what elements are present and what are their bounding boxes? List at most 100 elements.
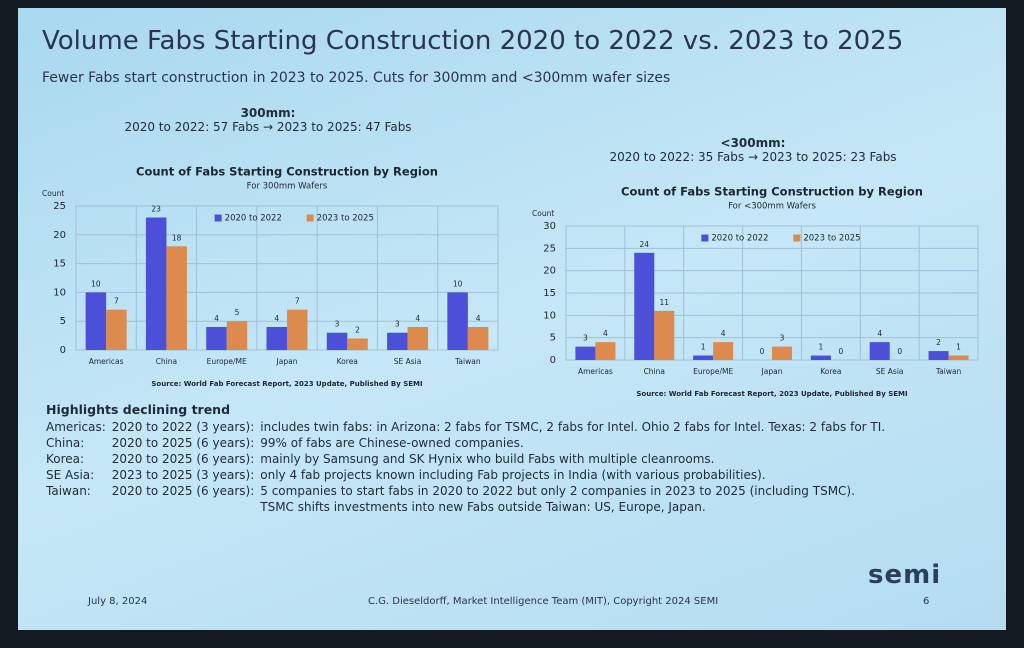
chart-source: Source: World Fab Forecast Report, 2023 … bbox=[636, 390, 907, 398]
bar bbox=[447, 292, 468, 350]
value-label: 1 bbox=[701, 343, 706, 352]
footer-page: 6 bbox=[923, 596, 930, 607]
chart-subtitle: For 300mm Wafers bbox=[247, 182, 328, 192]
section-summary: <300mm: 2020 to 2022: 35 Fabs → 2023 to … bbox=[588, 136, 918, 164]
bar bbox=[407, 326, 429, 350]
highlight-row: SE Asia: 2023 to 2025 (3 years): only 4 fa… bbox=[46, 467, 891, 483]
x-tick-label: China bbox=[644, 367, 665, 376]
footer-credit: C.G. Dieseldorff, Market Intelligence Te… bbox=[368, 596, 719, 607]
region: Americas: bbox=[46, 420, 106, 434]
x-tick-label: Japan bbox=[761, 367, 783, 376]
bar bbox=[226, 321, 248, 350]
period: 2020 to 2025 (6 years): bbox=[111, 436, 255, 450]
spacer bbox=[46, 499, 112, 515]
value-label: 4 bbox=[415, 314, 420, 323]
y-tick-label: 5 bbox=[550, 333, 556, 344]
slide-subtitle: Fewer Fabs start construction in 2023 to… bbox=[42, 70, 671, 86]
highlight-row: China: 2020 to 2025 (6 years): 99% of fabs… bbox=[46, 435, 891, 451]
value-label: 0 bbox=[897, 347, 902, 356]
x-tick-label: SE Asia bbox=[876, 367, 904, 376]
bar bbox=[634, 252, 655, 360]
detail: 5 companies to start fabs in 2020 to 202… bbox=[260, 484, 855, 498]
bar bbox=[928, 351, 949, 360]
value-label: 24 bbox=[640, 240, 650, 249]
y-tick-label: 0 bbox=[60, 345, 66, 356]
value-label: 10 bbox=[453, 279, 463, 288]
x-tick-label: Europe/ME bbox=[693, 367, 733, 376]
bar bbox=[869, 342, 890, 360]
period: 2020 to 2022 (3 years): bbox=[111, 420, 255, 434]
slide: Volume Fabs Starting Construction 2020 t… bbox=[18, 8, 1006, 630]
chart: Count of Fabs Starting Construction by R… bbox=[42, 165, 499, 388]
legend-label: 2020 to 2022 bbox=[711, 234, 768, 244]
y-tick-label: 20 bbox=[53, 230, 66, 241]
x-tick-label: Korea bbox=[820, 367, 841, 376]
legend-swatch bbox=[214, 214, 222, 222]
value-label: 18 bbox=[172, 233, 182, 242]
y-tick-label: 10 bbox=[53, 287, 66, 298]
x-tick-label: China bbox=[156, 357, 177, 366]
x-tick-label: Taiwan bbox=[454, 357, 481, 366]
y-tick-label: 10 bbox=[543, 310, 556, 321]
value-label: 4 bbox=[721, 329, 726, 338]
detail: mainly by Samsung and SK Hynix who build… bbox=[260, 452, 715, 466]
section-text: 2020 to 2022: 57 Fabs → 2023 to 2025: 47… bbox=[124, 120, 412, 134]
value-label: 3 bbox=[335, 320, 340, 329]
highlight-row: TSMC shifts investments into new Fabs ou… bbox=[46, 499, 891, 515]
detail: only 4 fab projects known including Fab … bbox=[260, 468, 766, 482]
y-tick-label: 20 bbox=[543, 266, 556, 277]
logo: semi bbox=[868, 560, 942, 590]
chart-subtitle: For <300mm Wafers bbox=[728, 202, 816, 212]
value-label: 0 bbox=[760, 347, 765, 356]
y-axis-label: Count bbox=[532, 209, 554, 218]
value-label: 2 bbox=[936, 338, 941, 347]
region: Taiwan: bbox=[46, 484, 91, 498]
value-label: 5 bbox=[235, 308, 240, 317]
value-label: 4 bbox=[214, 314, 219, 323]
value-label: 4 bbox=[877, 329, 882, 338]
section-summary: 300mm: 2020 to 2022: 57 Fabs → 2023 to 2… bbox=[108, 106, 428, 134]
spacer bbox=[112, 499, 260, 515]
value-label: 4 bbox=[274, 314, 279, 323]
note: TSMC shifts investments into new Fabs ou… bbox=[260, 500, 706, 514]
legend-swatch bbox=[306, 214, 314, 222]
x-tick-label: Korea bbox=[337, 357, 358, 366]
y-tick-label: 15 bbox=[53, 259, 66, 270]
y-tick-label: 30 bbox=[543, 221, 556, 232]
bar bbox=[287, 309, 308, 350]
x-tick-label: SE Asia bbox=[394, 357, 422, 366]
value-label: 10 bbox=[91, 279, 101, 288]
bar bbox=[206, 326, 227, 350]
y-tick-label: 15 bbox=[543, 288, 556, 299]
y-tick-label: 0 bbox=[550, 355, 556, 366]
legend-label: 2023 to 2025 bbox=[803, 234, 860, 244]
footer-date: July 8, 2024 bbox=[88, 596, 148, 607]
value-label: 4 bbox=[476, 314, 481, 323]
value-label: 3 bbox=[395, 320, 400, 329]
legend-label: 2023 to 2025 bbox=[317, 214, 374, 224]
x-tick-label: Taiwan bbox=[935, 367, 962, 376]
section-heading: <300mm: bbox=[720, 136, 786, 150]
section-text: 2020 to 2022: 35 Fabs → 2023 to 2025: 23… bbox=[609, 150, 897, 164]
bar bbox=[772, 346, 793, 360]
chart-source: Source: World Fab Forecast Report, 2023 … bbox=[151, 380, 422, 388]
legend-swatch bbox=[701, 234, 709, 242]
value-label: 1 bbox=[818, 343, 823, 352]
bar bbox=[166, 246, 187, 350]
highlights-table: Americas: 2020 to 2022 (3 years): includes… bbox=[46, 419, 891, 515]
bar bbox=[595, 342, 616, 360]
section-heading: 300mm: bbox=[240, 106, 296, 120]
highlight-row: Korea: 2020 to 2025 (6 years): mainly by S… bbox=[46, 451, 891, 467]
bar bbox=[326, 332, 348, 350]
y-tick-label: 25 bbox=[53, 201, 66, 212]
value-label: 0 bbox=[838, 347, 843, 356]
value-label: 7 bbox=[114, 297, 119, 306]
chart: Count of Fabs Starting Construction by R… bbox=[532, 185, 979, 398]
value-label: 1 bbox=[956, 343, 961, 352]
y-tick-label: 25 bbox=[543, 243, 556, 254]
chart-title: Count of Fabs Starting Construction by R… bbox=[621, 185, 923, 199]
highlight-row: Americas: 2020 to 2022 (3 years): includes… bbox=[46, 419, 891, 435]
x-tick-label: Europe/ME bbox=[207, 357, 247, 366]
bar bbox=[575, 346, 596, 360]
